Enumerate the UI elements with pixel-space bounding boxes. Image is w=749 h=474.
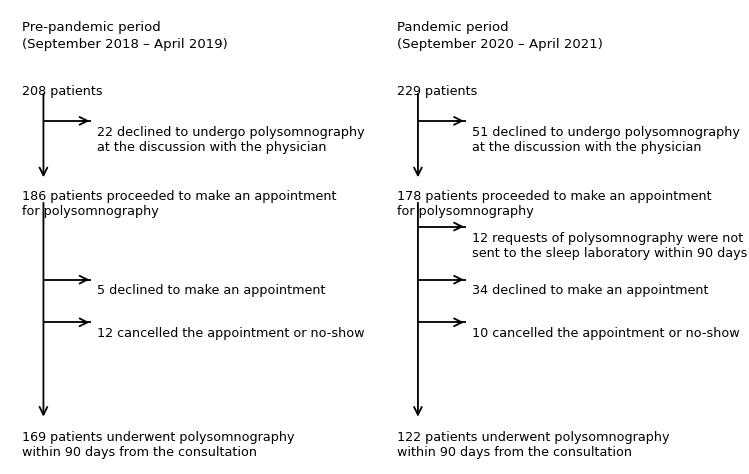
Text: 208 patients: 208 patients [22,85,103,98]
Text: 122 patients underwent polysomnography
within 90 days from the consultation: 122 patients underwent polysomnography w… [397,431,670,459]
Text: 12 cancelled the appointment or no-show: 12 cancelled the appointment or no-show [97,327,365,340]
Text: 5 declined to make an appointment: 5 declined to make an appointment [97,284,326,297]
Text: Pre-pandemic period
(September 2018 – April 2019): Pre-pandemic period (September 2018 – Ap… [22,21,228,51]
Text: 51 declined to undergo polysomnography
at the discussion with the physician: 51 declined to undergo polysomnography a… [472,126,740,154]
Text: 169 patients underwent polysomnography
within 90 days from the consultation: 169 patients underwent polysomnography w… [22,431,295,459]
Text: 34 declined to make an appointment: 34 declined to make an appointment [472,284,709,297]
Text: 22 declined to undergo polysomnography
at the discussion with the physician: 22 declined to undergo polysomnography a… [97,126,365,154]
Text: 186 patients proceeded to make an appointment
for polysomnography: 186 patients proceeded to make an appoin… [22,190,337,218]
Text: 178 patients proceeded to make an appointment
for polysomnography: 178 patients proceeded to make an appoin… [397,190,712,218]
Text: Pandemic period
(September 2020 – April 2021): Pandemic period (September 2020 – April … [397,21,603,51]
Text: 10 cancelled the appointment or no-show: 10 cancelled the appointment or no-show [472,327,739,340]
Text: 12 requests of polysomnography were not
sent to the sleep laboratory within 90 d: 12 requests of polysomnography were not … [472,232,748,260]
Text: 229 patients: 229 patients [397,85,477,98]
